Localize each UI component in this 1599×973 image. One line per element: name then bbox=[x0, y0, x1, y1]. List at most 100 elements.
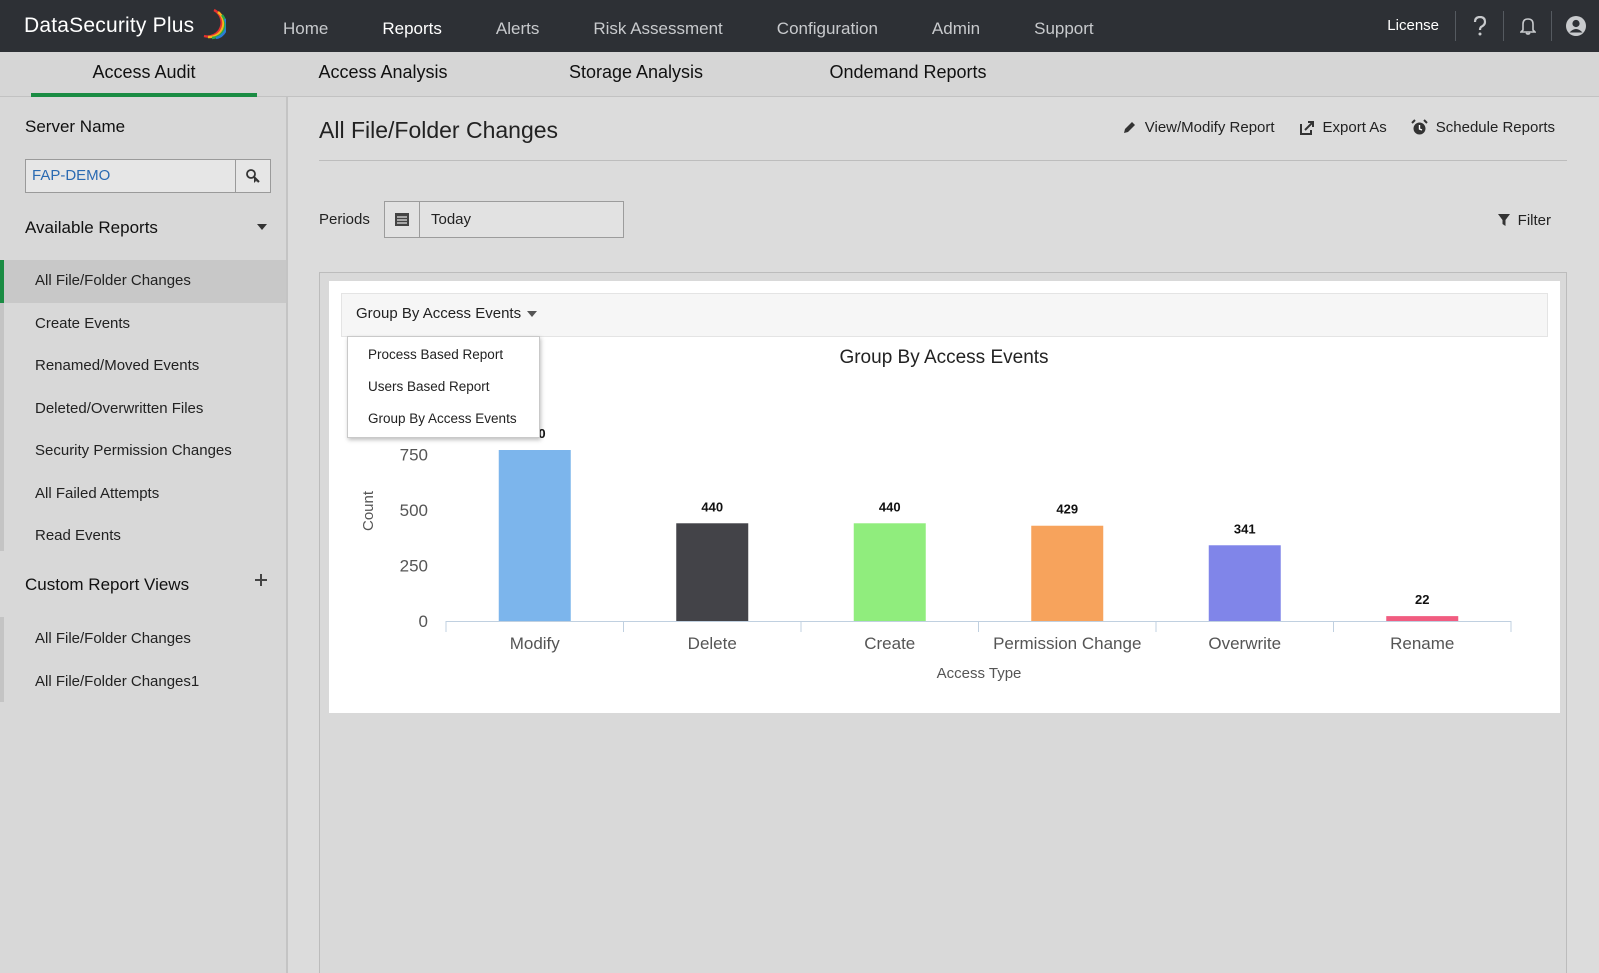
option-group-by-access-events[interactable]: Group By Access Events bbox=[368, 411, 517, 426]
periods-label: Periods bbox=[319, 211, 370, 228]
available-reports-list: All File/Folder Changes Create Events Re… bbox=[0, 260, 286, 558]
nav-home[interactable]: Home bbox=[283, 19, 329, 38]
x-tick-label: Modify bbox=[510, 634, 561, 653]
brand-arc-icon bbox=[203, 8, 226, 40]
custom-report-views-heading[interactable]: Custom Report Views bbox=[25, 575, 190, 594]
select-server-icon bbox=[246, 169, 260, 183]
schedule-reports-button[interactable]: Schedule Reports bbox=[1411, 119, 1555, 136]
group-by-toolbar: Group By Access Events bbox=[341, 293, 1548, 337]
user-icon[interactable] bbox=[1552, 0, 1599, 52]
custom-report-views-list: All File/Folder Changes All File/Folder … bbox=[0, 618, 286, 703]
export-as-label: Export As bbox=[1322, 119, 1387, 136]
sidebar-item-all-failed-attempts[interactable]: All Failed Attempts bbox=[35, 484, 160, 502]
sidebar: Server Name FAP-DEMO Available Reports A… bbox=[0, 97, 288, 973]
chart-card: Group By Access Events0250500750Count770… bbox=[329, 281, 1560, 713]
y-tick-label: 750 bbox=[400, 445, 428, 464]
data-label: 440 bbox=[701, 499, 723, 514]
sidebar-item-deleted-overwritten-files[interactable]: Deleted/Overwritten Files bbox=[35, 399, 204, 417]
main-content: All File/Folder Changes View/Modify Repo… bbox=[290, 97, 1599, 973]
sub-nav: Access Audit Access Analysis Storage Ana… bbox=[0, 52, 1599, 97]
tab-ondemand-reports[interactable]: Ondemand Reports bbox=[829, 62, 987, 82]
data-label: 429 bbox=[1056, 502, 1078, 517]
add-icon[interactable] bbox=[254, 573, 268, 590]
nav-admin[interactable]: Admin bbox=[931, 19, 981, 38]
available-reports-heading[interactable]: Available Reports bbox=[25, 218, 158, 237]
y-tick-label: 0 bbox=[419, 612, 428, 631]
nav-configuration[interactable]: Configuration bbox=[776, 19, 878, 38]
top-right-tools: License bbox=[1371, 0, 1599, 52]
bar-rename bbox=[1386, 616, 1459, 621]
tab-access-analysis[interactable]: Access Analysis bbox=[318, 62, 448, 82]
server-name-field[interactable]: FAP-DEMO bbox=[25, 159, 236, 193]
bar-chart: Group By Access Events0250500750Count770… bbox=[360, 347, 1512, 682]
x-tick-label: Create bbox=[864, 634, 915, 653]
license-link[interactable]: License bbox=[1387, 17, 1439, 34]
sidebar-item-read-events[interactable]: Read Events bbox=[35, 527, 121, 544]
server-name-heading: Server Name bbox=[25, 117, 126, 136]
bar-modify bbox=[498, 450, 571, 621]
tab-storage-analysis[interactable]: Storage Analysis bbox=[568, 62, 704, 82]
sidebar-item-custom-all-file-folder-changes[interactable]: All File/Folder Changes bbox=[35, 630, 191, 647]
nav-support[interactable]: Support bbox=[1034, 19, 1094, 38]
y-tick-label: 250 bbox=[400, 556, 428, 575]
report-actions: View/Modify Report Export As Schedule Re… bbox=[1098, 119, 1555, 136]
option-users-based-report[interactable]: Users Based Report bbox=[368, 379, 490, 394]
group-by-selected: Group By Access Events bbox=[356, 305, 522, 322]
view-modify-report-label: View/Modify Report bbox=[1144, 119, 1275, 136]
x-axis-label: Access Type bbox=[937, 665, 1022, 682]
group-by-dropdown: Process Based Report Users Based Report … bbox=[347, 336, 540, 438]
bell-icon[interactable] bbox=[1504, 0, 1551, 52]
y-axis-label: Count bbox=[360, 490, 377, 531]
data-label: 341 bbox=[1234, 521, 1256, 536]
x-tick-label: Overwrite bbox=[1208, 634, 1281, 653]
x-tick-label: Delete bbox=[688, 634, 737, 653]
sidebar-item-security-permission-changes[interactable]: Security Permission Changes bbox=[35, 442, 232, 459]
nav-alerts[interactable]: Alerts bbox=[495, 19, 540, 38]
bar-create bbox=[853, 523, 926, 621]
chevron-down-icon[interactable] bbox=[256, 219, 268, 235]
report-panel: Group By Access Events0250500750Count770… bbox=[319, 272, 1567, 973]
nav-reports[interactable]: Reports bbox=[382, 19, 442, 38]
top-nav: Home Reports Alerts Risk Assessment Conf… bbox=[256, 0, 1121, 52]
divider bbox=[1503, 11, 1504, 41]
group-by-select[interactable]: Group By Access Events bbox=[356, 294, 538, 334]
filter-icon bbox=[1497, 214, 1510, 226]
export-as-button[interactable]: Export As bbox=[1299, 119, 1387, 136]
nav-risk-assessment[interactable]: Risk Assessment bbox=[593, 19, 723, 38]
periods-select[interactable]: Today bbox=[384, 201, 624, 238]
y-tick-label: 500 bbox=[400, 501, 428, 520]
sidebar-item-custom-all-file-folder-changes1[interactable]: All File/Folder Changes1 bbox=[35, 672, 200, 690]
data-label: 22 bbox=[1415, 592, 1429, 607]
data-label: 440 bbox=[879, 499, 901, 514]
help-icon[interactable] bbox=[1456, 0, 1503, 52]
sidebar-item-create-events[interactable]: Create Events bbox=[35, 314, 131, 332]
bar-delete bbox=[676, 523, 749, 621]
bar-overwrite bbox=[1208, 545, 1281, 621]
calendar-icon[interactable] bbox=[385, 202, 420, 237]
page-title: All File/Folder Changes bbox=[319, 117, 559, 143]
export-icon bbox=[1299, 120, 1314, 135]
periods-value: Today bbox=[431, 211, 472, 228]
option-process-based-report[interactable]: Process Based Report bbox=[368, 347, 504, 362]
pencil-icon bbox=[1123, 122, 1135, 133]
divider bbox=[1455, 11, 1456, 41]
group-bar bbox=[0, 617, 4, 702]
filter-label: Filter bbox=[1517, 212, 1551, 229]
divider bbox=[319, 160, 1567, 161]
alarm-clock-icon bbox=[1411, 119, 1428, 135]
brand-logo[interactable]: DataSecurity Plus bbox=[24, 14, 195, 37]
sidebar-item-renamed-moved-events[interactable]: Renamed/Moved Events bbox=[35, 357, 200, 374]
x-tick-label: Rename bbox=[1390, 634, 1454, 653]
bar-permission-change bbox=[1031, 525, 1104, 621]
view-modify-report-button[interactable]: View/Modify Report bbox=[1122, 119, 1275, 136]
caret-down-icon bbox=[527, 311, 538, 318]
top-bar: DataSecurity Plus Home Reports Alerts Ri… bbox=[0, 0, 1599, 52]
server-picker-button[interactable] bbox=[236, 159, 271, 193]
group-bar bbox=[0, 261, 4, 551]
schedule-reports-label: Schedule Reports bbox=[1435, 119, 1555, 136]
tab-access-audit[interactable]: Access Audit bbox=[31, 52, 257, 97]
sidebar-item-all-file-folder-changes[interactable]: All File/Folder Changes bbox=[0, 260, 286, 303]
filter-button[interactable]: Filter bbox=[1497, 212, 1551, 229]
chart-title: Group By Access Events bbox=[839, 347, 1048, 368]
x-tick-label: Permission Change bbox=[993, 634, 1141, 653]
